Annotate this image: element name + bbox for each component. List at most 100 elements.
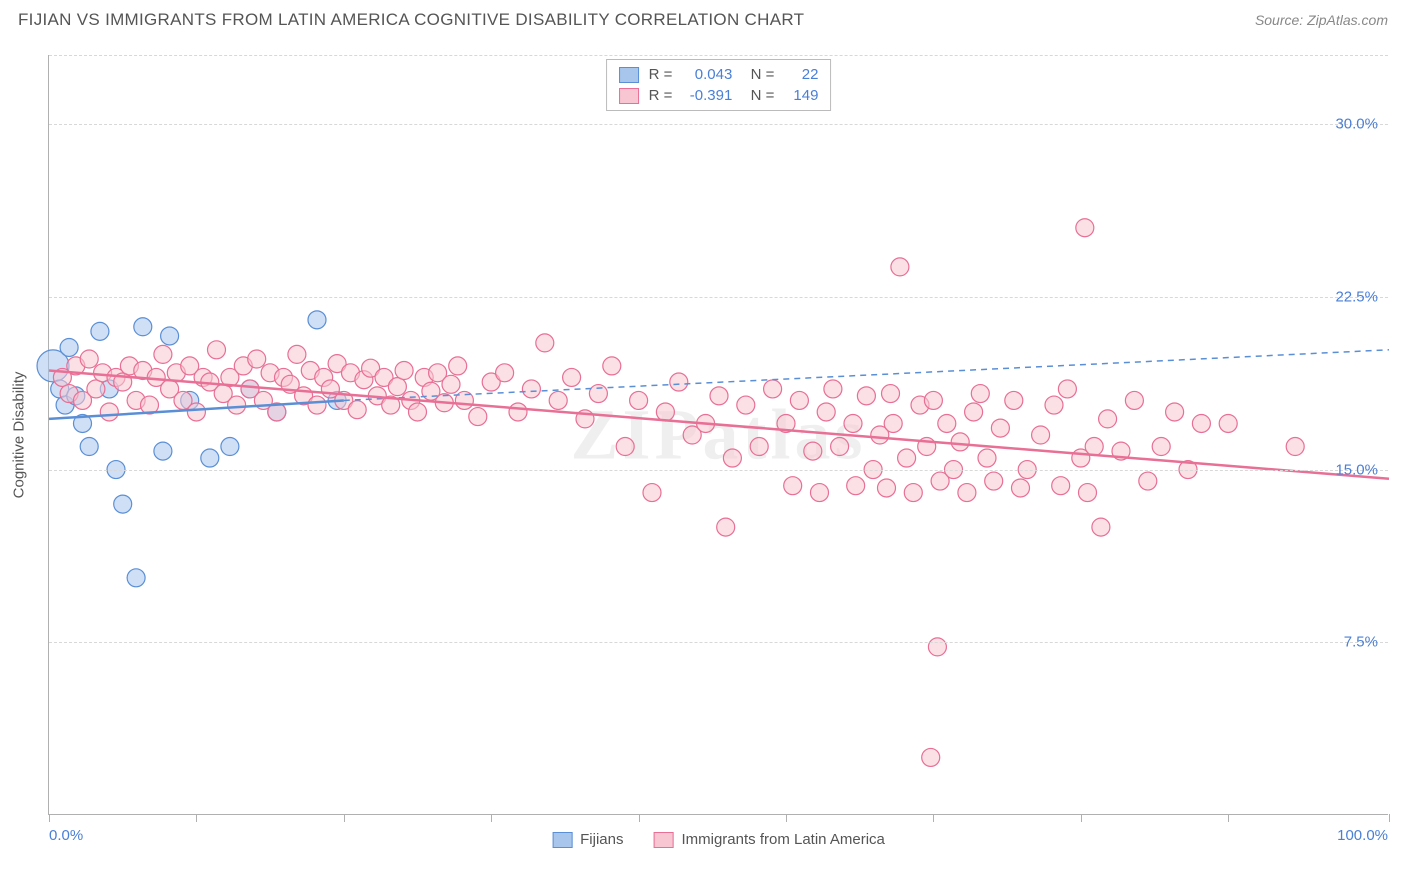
scatter-point [1079, 484, 1097, 502]
x-tick [1389, 814, 1390, 822]
scatter-point [878, 479, 896, 497]
r-label: R = [649, 85, 673, 106]
scatter-point [161, 327, 179, 345]
scatter-point [496, 364, 514, 382]
scatter-point [455, 391, 473, 409]
r-label: R = [649, 64, 673, 85]
scatter-point [817, 403, 835, 421]
scatter-point [1058, 380, 1076, 398]
x-tick [344, 814, 345, 822]
x-tick [1228, 814, 1229, 822]
legend-swatch [653, 832, 673, 848]
scatter-point [857, 387, 875, 405]
scatter-point [882, 385, 900, 403]
grid-line [49, 297, 1388, 298]
stats-legend: R =0.043 N =22R =-0.391 N =149 [606, 59, 832, 111]
scatter-point [670, 373, 688, 391]
scatter-point [1005, 391, 1023, 409]
scatter-point [824, 380, 842, 398]
r-value: -0.391 [682, 85, 732, 106]
scatter-point [898, 449, 916, 467]
scatter-point [395, 362, 413, 380]
scatter-point [80, 438, 98, 456]
x-max-label: 100.0% [1337, 827, 1388, 844]
r-value: 0.043 [682, 64, 732, 85]
y-tick-label: 22.5% [1335, 288, 1378, 305]
scatter-point [1166, 403, 1184, 421]
scatter-point [616, 438, 634, 456]
scatter-point [643, 484, 661, 502]
scatter-point [100, 403, 118, 421]
scatter-point [87, 380, 105, 398]
grid-line [49, 55, 1388, 56]
legend-swatch [552, 832, 572, 848]
scatter-point [844, 414, 862, 432]
scatter-point [442, 375, 460, 393]
scatter-point [589, 385, 607, 403]
scatter-point [951, 433, 969, 451]
bottom-legend: FijiansImmigrants from Latin America [552, 831, 885, 848]
legend-item: Fijians [552, 831, 623, 848]
scatter-point [717, 518, 735, 536]
scatter-point [127, 569, 145, 587]
scatter-point [971, 385, 989, 403]
scatter-point [1076, 219, 1094, 237]
scatter-point [938, 414, 956, 432]
scatter-point [1139, 472, 1157, 490]
scatter-point [1012, 479, 1030, 497]
scatter-point [603, 357, 621, 375]
n-label: N = [742, 64, 774, 85]
y-tick-label: 7.5% [1344, 634, 1378, 651]
scatter-point [348, 401, 366, 419]
scatter-point [764, 380, 782, 398]
scatter-point [308, 396, 326, 414]
scatter-point [509, 403, 527, 421]
scatter-point [1152, 438, 1170, 456]
x-tick [639, 814, 640, 822]
scatter-point [1052, 477, 1070, 495]
legend-swatch [619, 67, 639, 83]
x-tick [491, 814, 492, 822]
scatter-point [831, 438, 849, 456]
scatter-point [884, 414, 902, 432]
scatter-point [549, 391, 567, 409]
legend-label: Fijians [580, 831, 623, 848]
scatter-point [723, 449, 741, 467]
grid-line [49, 470, 1388, 471]
stats-legend-row: R = -0.391 N = 149 [619, 85, 819, 106]
x-tick [196, 814, 197, 822]
scatter-point [248, 350, 266, 368]
n-label: N = [742, 85, 774, 106]
scatter-point [288, 345, 306, 363]
scatter-point [978, 449, 996, 467]
scatter-point [1125, 391, 1143, 409]
scatter-point [965, 403, 983, 421]
scatter-point [201, 449, 219, 467]
scatter-point [134, 318, 152, 336]
n-value: 149 [784, 85, 818, 106]
scatter-point [985, 472, 1003, 490]
plot-svg [49, 55, 1388, 814]
scatter-point [1286, 438, 1304, 456]
scatter-point [1032, 426, 1050, 444]
scatter-point [804, 442, 822, 460]
chart-title: FIJIAN VS IMMIGRANTS FROM LATIN AMERICA … [18, 10, 804, 30]
scatter-point [114, 495, 132, 513]
scatter-point [388, 378, 406, 396]
y-tick-label: 15.0% [1335, 461, 1378, 478]
scatter-point [784, 477, 802, 495]
scatter-point [847, 477, 865, 495]
scatter-point [991, 419, 1009, 437]
scatter-point [522, 380, 540, 398]
scatter-point [630, 391, 648, 409]
scatter-point [228, 396, 246, 414]
scatter-point [924, 391, 942, 409]
scatter-point [928, 638, 946, 656]
x-tick [933, 814, 934, 822]
scatter-point [656, 403, 674, 421]
x-tick [1081, 814, 1082, 822]
scatter-point [891, 258, 909, 276]
scatter-point [1045, 396, 1063, 414]
scatter-point [1099, 410, 1117, 428]
x-tick [49, 814, 50, 822]
